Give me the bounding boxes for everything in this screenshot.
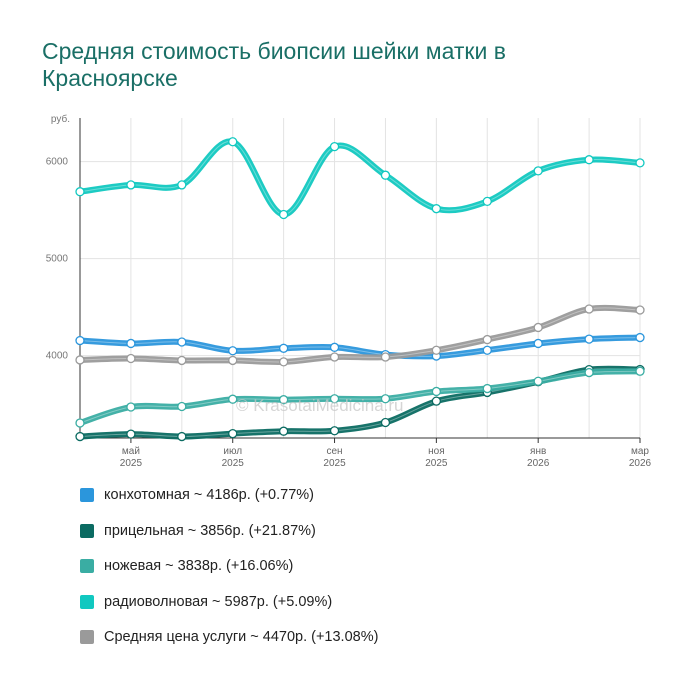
- data-point: [533, 322, 543, 333]
- data-point: [635, 366, 645, 376]
- legend-label: Средняя цена услуги ~ 4470р. (+13.08%): [104, 629, 379, 645]
- chart-title: Средняя стоимость биопсии шейки матки в …: [42, 38, 506, 91]
- x-tick-label-month: июл: [223, 446, 242, 457]
- data-point: [584, 304, 594, 314]
- legend-label: ножевая ~ 3838р. (+16.06%): [104, 558, 294, 574]
- x-tick-label-month: ноя: [428, 446, 445, 457]
- data-point: [533, 376, 543, 386]
- data-point: [126, 429, 136, 439]
- data-point: [380, 170, 391, 180]
- data-point: [177, 180, 187, 190]
- axes: 400050006000руб.май2025июл2025сен2025ноя…: [46, 113, 652, 469]
- data-point: [431, 396, 442, 406]
- data-point: [380, 352, 391, 362]
- data-point: [278, 343, 289, 353]
- data-point: [482, 383, 492, 394]
- data-point: [228, 137, 238, 147]
- x-tick-label-year: 2026: [527, 458, 550, 469]
- legend-label: радиоволновая ~ 5987р. (+5.09%): [104, 593, 333, 610]
- legend-swatch: [80, 559, 94, 573]
- legend-swatch: [80, 523, 94, 538]
- x-tick-label-year: 2025: [425, 458, 448, 469]
- data-point: [635, 305, 645, 315]
- legend-label: конхотомная ~ 4186р. (+0.77%): [104, 487, 314, 503]
- legend-swatch: [80, 630, 94, 644]
- x-tick-label-month: май: [122, 446, 140, 457]
- data-point: [177, 355, 187, 366]
- data-point: [584, 155, 594, 165]
- series-1: [75, 332, 645, 361]
- data-point: [584, 367, 594, 378]
- data-point: [380, 417, 391, 428]
- data-point: [177, 431, 187, 442]
- data-point: [75, 355, 85, 365]
- data-point: [228, 428, 238, 439]
- data-point: [228, 394, 238, 404]
- data-point: [177, 337, 187, 347]
- legend-label: прицельная ~ 3856р. (+21.87%): [104, 522, 316, 539]
- data-point: [228, 355, 238, 366]
- data-point: [584, 334, 594, 344]
- data-point: [278, 209, 289, 220]
- data-point: [329, 352, 340, 362]
- series-group: [75, 137, 645, 442]
- x-tick-label-month: сен: [326, 446, 342, 457]
- data-point: [380, 394, 391, 404]
- data-point: [533, 166, 543, 176]
- x-tick-label-year: 2025: [222, 458, 245, 469]
- data-point: [329, 342, 340, 352]
- data-point: [126, 180, 136, 190]
- legend-swatch: [80, 594, 94, 609]
- series-3: [75, 366, 645, 428]
- data-point: [126, 353, 136, 364]
- data-point: [126, 338, 136, 349]
- data-point: [482, 334, 492, 345]
- series-5: [75, 304, 645, 367]
- data-point: [228, 346, 238, 356]
- y-tick-label: 6000: [46, 157, 69, 168]
- data-point: [431, 345, 442, 355]
- data-point: [126, 402, 136, 412]
- series-line: [77, 334, 643, 360]
- x-tick-label-year: 2025: [323, 458, 346, 469]
- data-point: [482, 345, 492, 355]
- y-tick-label: 5000: [46, 254, 69, 265]
- data-point: [431, 386, 442, 397]
- data-point: [329, 426, 340, 436]
- data-point: [75, 431, 85, 442]
- y-tick-label: 4000: [46, 351, 69, 362]
- data-point: [278, 395, 289, 405]
- grid: [79, 118, 641, 438]
- data-point: [75, 418, 85, 428]
- data-point: [177, 401, 187, 412]
- data-point: [482, 196, 492, 207]
- series-line: [77, 138, 643, 218]
- data-point: [75, 187, 85, 197]
- x-tick-label-month: мар: [631, 446, 649, 457]
- data-point: [635, 158, 645, 168]
- data-point: [278, 357, 289, 367]
- series-4: [75, 137, 645, 220]
- legend-swatch: [80, 488, 94, 502]
- line-chart: 400050006000руб.май2025июл2025сен2025ноя…: [46, 113, 652, 469]
- data-point: [431, 204, 442, 214]
- data-point: [75, 335, 85, 346]
- data-point: [278, 426, 289, 436]
- data-point: [329, 141, 340, 152]
- x-tick-label-month: янв: [530, 446, 546, 457]
- data-point: [329, 394, 340, 404]
- watermark: © KrasotaiMedicina.ru: [236, 396, 404, 415]
- y-axis-unit-label: руб.: [51, 113, 70, 125]
- x-tick-label-year: 2026: [629, 458, 652, 469]
- data-point: [533, 338, 543, 349]
- data-point: [635, 332, 645, 343]
- x-tick-label-year: 2025: [120, 458, 143, 469]
